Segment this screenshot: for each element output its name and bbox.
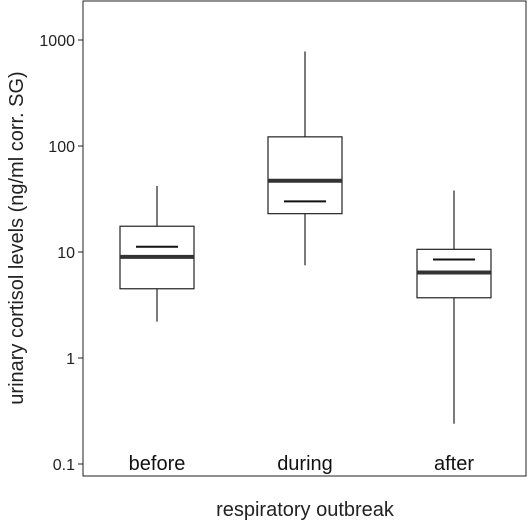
y-axis: 0.1 1 10 100 1000 [39,33,83,474]
category-label-after: after [434,453,474,475]
plot-panel-border [82,0,527,477]
y-tick-label: 0.1 [53,457,75,474]
y-tick-label: 100 [48,139,75,156]
y-tick-label: 10 [57,245,75,262]
box-after [416,190,492,424]
box-before [119,185,195,322]
category-labels: before during after [129,453,475,475]
box-during [267,51,343,266]
y-axis-title: urinary cortisol levels (ng/ml corr. SG) [6,71,28,404]
x-axis-title: respiratory outbreak [216,499,395,521]
y-tick-label: 1 [66,351,75,368]
category-label-during: during [277,453,333,475]
y-tick-label: 1000 [39,33,75,50]
box-series [119,51,492,424]
category-label-before: before [129,453,186,475]
